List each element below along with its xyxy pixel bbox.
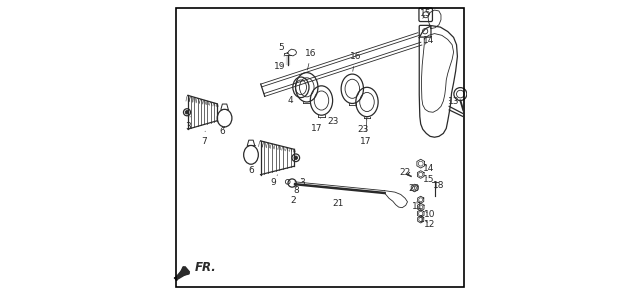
Circle shape [294,156,298,160]
Text: 21: 21 [332,199,343,208]
Text: 23: 23 [358,117,369,135]
Text: 9: 9 [271,175,277,187]
Text: 22: 22 [399,168,411,177]
Text: 11: 11 [412,202,423,211]
Text: 2: 2 [291,196,296,205]
Text: 3: 3 [299,178,305,187]
Text: 17: 17 [311,118,323,133]
Text: FR.: FR. [195,261,216,274]
Text: 12: 12 [424,220,435,229]
Text: 14: 14 [423,36,435,45]
Text: 15: 15 [420,9,431,18]
Text: 16: 16 [305,49,317,70]
Text: 23: 23 [327,117,339,126]
Text: 15: 15 [423,175,435,184]
Text: 20: 20 [408,184,420,193]
Text: 8: 8 [294,185,300,195]
Text: 6: 6 [220,126,225,136]
Circle shape [185,111,189,114]
Text: 3: 3 [185,117,191,132]
Text: 14: 14 [423,163,435,173]
Text: 13: 13 [448,97,460,106]
Text: 19: 19 [274,62,285,71]
Text: 5: 5 [278,43,288,54]
Text: 17: 17 [360,119,371,146]
Text: 4: 4 [287,92,298,105]
Text: 10: 10 [424,210,435,219]
Text: 18: 18 [433,181,445,190]
Polygon shape [174,267,189,281]
Text: 16: 16 [349,52,361,71]
Text: 7: 7 [201,131,207,146]
Text: 6: 6 [248,166,254,176]
Text: 1: 1 [419,215,424,224]
